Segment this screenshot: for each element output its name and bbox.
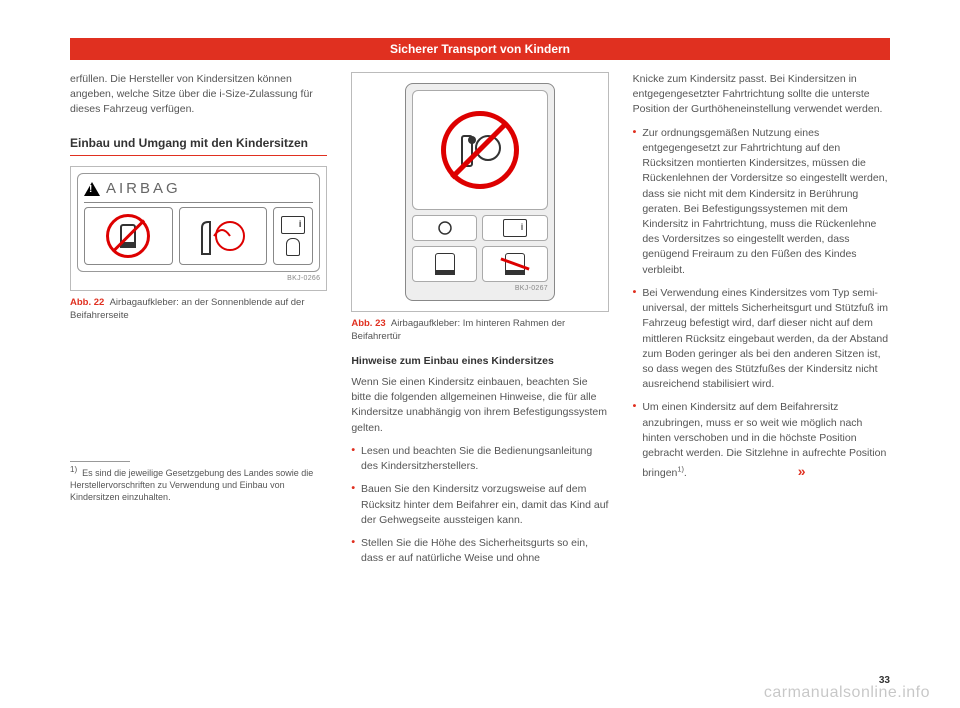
child-seat-icon <box>120 224 136 248</box>
sticker-23-main <box>412 90 548 210</box>
bullet-text: Stellen Sie die Höhe des Sicherheitsgurt… <box>361 536 609 566</box>
sticker-22-row <box>84 207 313 265</box>
section-title: Einbau und Umgang mit den Kindersitzen <box>70 136 327 152</box>
column-3: Knicke zum Kindersitz passt. Bei Kinders… <box>633 72 890 574</box>
rear-childseat-prohibited-icon <box>482 246 548 282</box>
bullet-item: • Zur ordnungsgemäßen Nutzung eines entg… <box>633 126 890 278</box>
bullet-dot-icon: • <box>351 482 355 528</box>
bullet-text: Um einen Kindersitz auf dem Beifahrersit… <box>642 400 890 481</box>
sticker-23-botrow <box>412 246 548 282</box>
book-icon <box>503 219 527 237</box>
figure-22: AIRBAG <box>70 166 327 291</box>
rear-facing-seat-prohibited-icon <box>84 207 173 265</box>
section-rule <box>70 155 327 156</box>
manual-ref-icon <box>482 215 548 241</box>
bullet-item: • Lesen und beachten Sie die Bedienungsa… <box>351 444 608 474</box>
sticker-22-top: AIRBAG <box>84 178 313 203</box>
footnote-text: Es sind die jeweilige Gesetzgebung des L… <box>70 468 313 502</box>
col2-p1: Wenn Sie einen Kindersitz einbauen, beac… <box>351 375 608 436</box>
bullet-dot-icon: • <box>633 400 637 413</box>
chapter-title: Sicherer Transport von Kindern <box>390 42 570 56</box>
figure-22-code: BKJ-0266 <box>77 274 320 284</box>
footnote-rule <box>70 461 130 462</box>
b3-post: . <box>684 467 687 479</box>
bullet-dot-icon: • <box>351 444 355 474</box>
subheading: Hinweise zum Einbau eines Kindersitzes <box>351 354 608 369</box>
child-seat-airbag-icon <box>456 126 504 174</box>
figure-23-code: BKJ-0267 <box>412 284 548 294</box>
airbag-deploy-icon <box>179 207 268 265</box>
airbag-svg-icon <box>196 214 250 258</box>
manual-page: Sicherer Transport von Kindern erfüllen.… <box>0 0 960 708</box>
prohibit-circle-icon <box>441 111 519 189</box>
figure-23-caption: Abb. 23 Airbagaufkleber: Im hinteren Rah… <box>351 318 608 344</box>
bullet-item: • Bei Verwendung eines Kindersitzes vom … <box>633 286 890 393</box>
sticker-23-midrow <box>412 215 548 241</box>
bullet-item: • Bauen Sie den Kindersitz vorzugsweise … <box>351 482 608 528</box>
warning-triangle-icon <box>84 182 100 196</box>
bullet-item: • Um einen Kindersitz auf dem Beifahrers… <box>633 400 890 481</box>
figure-22-caption-text: Airbagaufkleber: an der Sonnenblende auf… <box>70 297 305 321</box>
col3-p1: Knicke zum Kindersitz passt. Bei Kinders… <box>633 72 890 118</box>
airbag-small-icon <box>436 220 454 236</box>
bullet-dot-icon: • <box>633 286 637 393</box>
bullet-text: Lesen und beachten Sie die Bedienungsanl… <box>361 444 609 474</box>
column-1: erfüllen. Die Hersteller von Kindersitze… <box>70 72 327 574</box>
figure-23-abb: Abb. 23 <box>351 318 385 329</box>
bullet-text: Bei Verwendung eines Kindersitzes vom Ty… <box>642 286 890 393</box>
child-seat-rear-icon <box>505 253 525 275</box>
col1-spacer <box>70 333 327 443</box>
airbag-status-icon <box>412 215 478 241</box>
airbag-sticker-22: AIRBAG <box>77 173 320 272</box>
figure-23: BKJ-0267 <box>351 72 608 312</box>
manual-reference-icon <box>273 207 313 265</box>
continue-mark-icon: » <box>798 463 806 479</box>
figure-22-abb: Abb. 22 <box>70 297 104 308</box>
child-seat-forward-icon <box>435 253 455 275</box>
forward-childseat-ok-icon <box>412 246 478 282</box>
chapter-header: Sicherer Transport von Kindern <box>70 38 890 60</box>
footnote-marker: 1) <box>70 465 77 474</box>
footnote: 1) Es sind die jeweilige Gesetzgebung de… <box>70 467 327 503</box>
column-2: BKJ-0267 Abb. 23 Airbagaufkleber: Im hin… <box>351 72 608 574</box>
airbag-sticker-23: BKJ-0267 <box>405 83 555 301</box>
hand-point-icon <box>286 238 300 256</box>
watermark: carmanualsonline.info <box>764 684 930 702</box>
bullet-text: Zur ordnungsgemäßen Nutzung eines entgeg… <box>642 126 890 278</box>
bullet-item: • Stellen Sie die Höhe des Sicherheitsgu… <box>351 536 608 566</box>
book-icon <box>281 216 305 234</box>
intro-text: erfüllen. Die Hersteller von Kindersitze… <box>70 72 327 118</box>
airbag-label: AIRBAG <box>106 178 181 200</box>
bullet-dot-icon: • <box>351 536 355 566</box>
content-columns: erfüllen. Die Hersteller von Kindersitze… <box>70 72 890 574</box>
bullet-dot-icon: • <box>633 126 637 278</box>
figure-22-caption: Abb. 22 Airbagaufkleber: an der Sonnenbl… <box>70 297 327 323</box>
bullet-text: Bauen Sie den Kindersitz vorzugsweise au… <box>361 482 609 528</box>
prohibit-circle-icon <box>106 214 150 258</box>
